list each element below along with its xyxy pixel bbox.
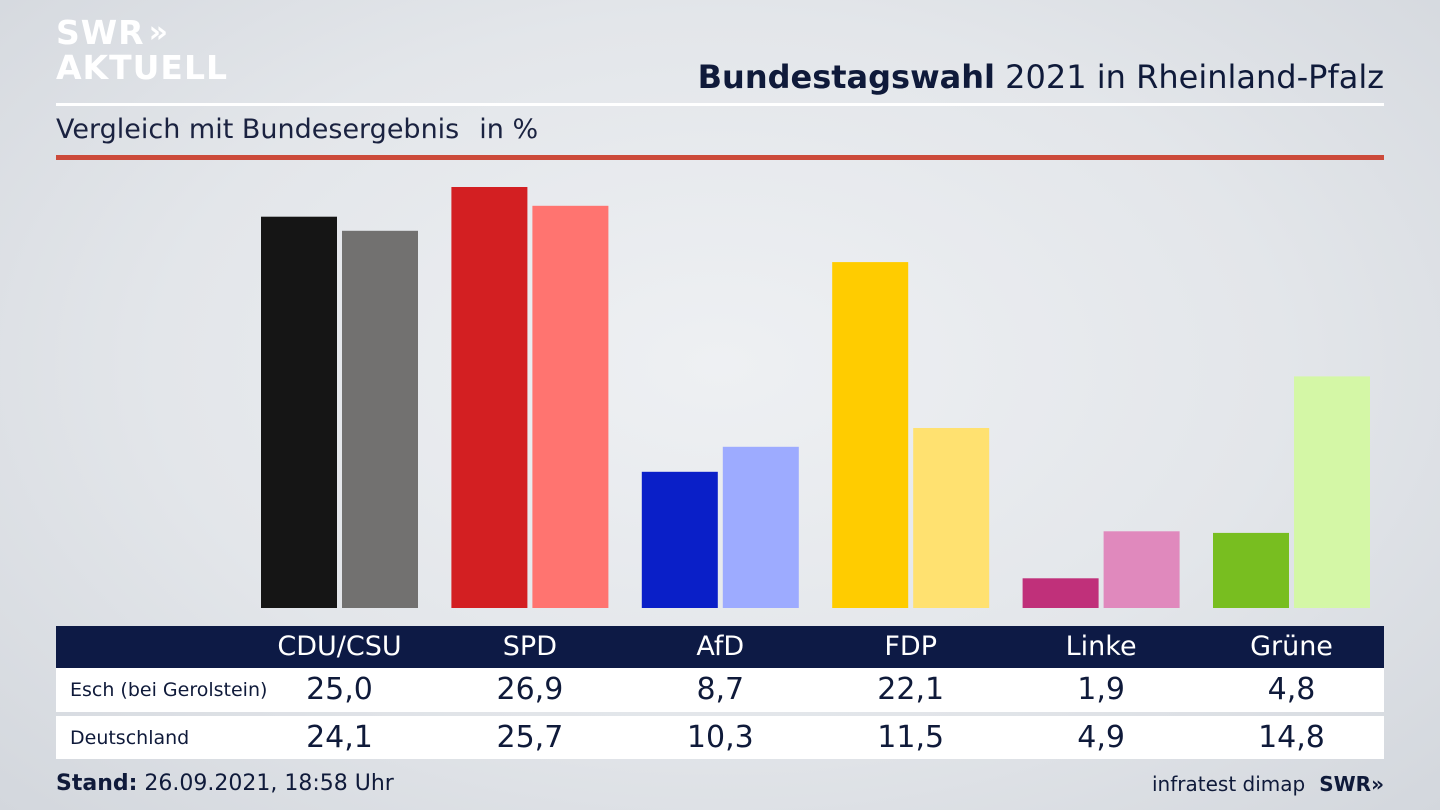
subtitle-text: Vergleich mit Bundesergebnis (56, 114, 460, 145)
header-spacer (56, 626, 246, 668)
value-cell: 11,5 (877, 720, 945, 755)
bar-cdu-csu-national (342, 230, 418, 609)
header-divider (56, 103, 1384, 106)
value-cell: 4,8 (1267, 672, 1316, 707)
swr-aktuell-logo: SWR» AKTUELL (56, 16, 228, 84)
title-bold: Bundestagswahl (697, 58, 995, 96)
local-values: 25,0 26,9 8,7 22,1 1,9 4,8 (246, 668, 1384, 712)
value-cell: 22,1 (877, 672, 945, 707)
logo-swr: SWR (56, 13, 145, 52)
party-header: SPD (502, 631, 557, 662)
bar-grüne-national (1294, 376, 1370, 608)
chart-subtitle: Vergleich mit Bundesergebnis in % (56, 114, 538, 145)
bar-cdu-csu-local (261, 216, 337, 608)
value-cell: 4,9 (1077, 720, 1125, 755)
row-label-local: Esch (bei Gerolstein) (70, 679, 268, 701)
party-header: Grüne (1250, 631, 1333, 662)
value-cell: 26,9 (496, 672, 564, 707)
value-cell: 1,9 (1077, 672, 1125, 707)
logo-aktuell: AKTUELL (56, 48, 229, 87)
bar-afd-local (641, 471, 718, 608)
results-table: CDU/CSU SPD AfD FDP Linke Grüne Esch (bei Ger… (56, 626, 1384, 759)
subtitle-divider (56, 155, 1384, 160)
bar-spd-national (532, 205, 609, 609)
party-header: Linke (1065, 631, 1137, 662)
source-credit: infratest dimap SWR» (1152, 772, 1384, 796)
title-rest: 2021 in Rheinland-Pfalz (995, 58, 1384, 96)
value-cell: 14,8 (1258, 720, 1325, 755)
row-label-national: Deutschland (70, 726, 190, 749)
table-header: CDU/CSU SPD AfD FDP Linke Grüne (56, 626, 1384, 668)
value-cell: 25,7 (496, 720, 564, 755)
unit-label: in % (479, 114, 539, 145)
value-cell: 10,3 (686, 720, 754, 755)
timestamp: Stand: 26.09.2021, 18:58 Uhr (56, 771, 394, 796)
swr-brand-icon: SWR» (1319, 772, 1384, 796)
source-text: infratest dimap (1152, 772, 1306, 796)
bar-chart (261, 187, 1370, 609)
table-row: Deutschland 24,1 25,7 10,3 11,5 4,9 14,8 (56, 716, 1384, 759)
bar-linke-local (1022, 578, 1099, 608)
party-header: AfD (696, 631, 745, 662)
party-header: CDU/CSU (277, 631, 402, 662)
table-row: Esch (bei Gerolstein) 25,0 26,9 8,7 22,1 1,9… (56, 668, 1384, 712)
page-title: Bundestagswahl 2021 in Rheinland-Pfalz (698, 58, 1384, 96)
bar-fdp-local (832, 262, 909, 608)
bar-grüne-local (1213, 532, 1289, 608)
value-cell: 24,1 (306, 720, 373, 755)
bar-fdp-national (913, 428, 990, 608)
stand-value: 26.09.2021, 18:58 Uhr (137, 771, 394, 796)
party-header: FDP (884, 631, 937, 662)
national-values: 24,1 25,7 10,3 11,5 4,9 14,8 (246, 716, 1384, 759)
party-headers: CDU/CSU SPD AfD FDP Linke Grüne (246, 626, 1384, 668)
value-cell: 25,0 (306, 672, 373, 707)
bar-linke-national (1103, 531, 1180, 608)
value-cell: 8,7 (696, 672, 745, 707)
stand-label: Stand: (56, 771, 138, 796)
bar-afd-national (722, 446, 799, 608)
bar-spd-local (451, 187, 528, 608)
